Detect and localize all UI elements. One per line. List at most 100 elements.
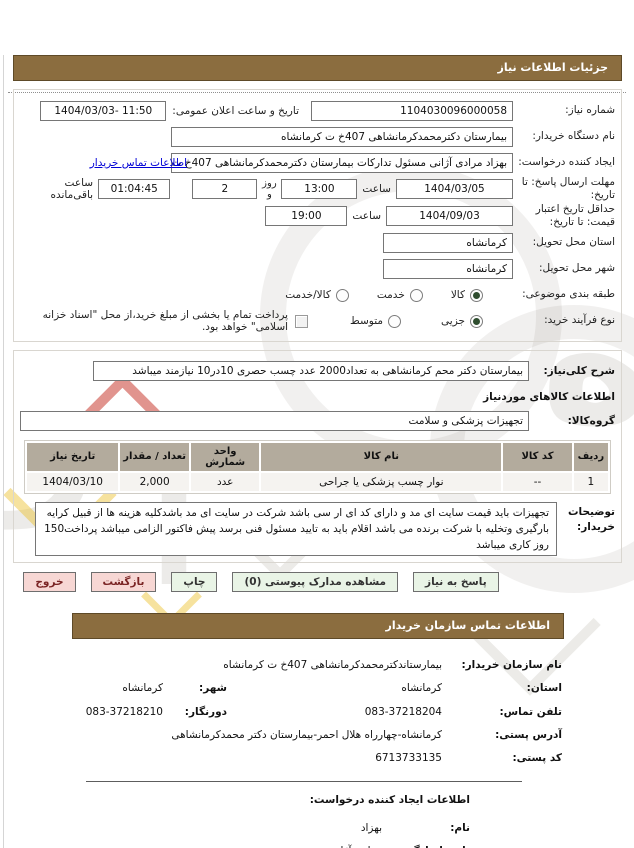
contact-province-row: استان: کرمانشاه شهر: کرمانشاه — [40, 681, 562, 695]
need-number-label: شماره نیاز: — [565, 103, 615, 116]
treasury-checkbox[interactable] — [295, 314, 309, 328]
request-creator-field[interactable]: بهزاد مرادی آژانی مسئول تدارکات بیمارستا… — [171, 152, 513, 173]
radio-goods[interactable] — [470, 288, 483, 302]
contact-org-row: نام سازمان خریدار: بیمارستاندکترمحمدکرما… — [40, 658, 562, 672]
validity-hour-label: ساعت — [352, 210, 381, 223]
need-number-field[interactable]: 1104030096000058 — [311, 100, 513, 121]
contact-province-value: کرمانشاه — [401, 682, 442, 695]
goods-group-row: گروه‌کالا: تجهیزات پزشکی و سلامت — [20, 409, 615, 434]
radio-service-label: خدمت — [376, 289, 405, 301]
col-header-item-code: کد کالا — [503, 442, 572, 471]
contact-province-label: استان: — [526, 682, 562, 695]
radio-medium-label: متوسط — [350, 315, 384, 327]
request-creator-row: ایجاد کننده درخواست: بهزاد مرادی آژانی م… — [20, 150, 615, 175]
announce-datetime-label: تاریخ و ساعت اعلان عمومی: — [172, 104, 299, 117]
goods-group-field[interactable]: تجهیزات پزشکی و سلامت — [20, 411, 529, 431]
radio-minor[interactable] — [470, 314, 483, 328]
request-creator-section: اطلاعات ایجاد کننده درخواست: نام: بهزاد … — [0, 794, 634, 848]
buyer-notes-label: توضیحات خریدار: — [567, 505, 615, 534]
remaining-days-field[interactable]: 2 — [192, 179, 258, 200]
col-header-need-date: تاریخ نیاز — [27, 442, 119, 471]
request-creator-label: ایجاد کننده درخواست: — [518, 155, 615, 168]
respond-to-need-button[interactable]: پاسخ به نیاز — [413, 572, 499, 593]
exit-button[interactable]: خروج — [23, 572, 76, 593]
items-table: ردیف کد کالا نام کالا واحد شمارش تعداد /… — [25, 441, 610, 493]
goods-panel: شرح کلی‌نیاز: بیمارستان دکتر محم کرمانشا… — [13, 349, 622, 564]
delivery-province-label: استان محل تحویل: — [532, 236, 615, 249]
validity-date-field[interactable]: 1404/09/03 — [386, 206, 513, 227]
col-header-item-name: نام کالا — [261, 442, 502, 471]
radio-goods-service-label: کالا/خدمت — [285, 289, 331, 301]
contact-postal-label: کد پستی: — [512, 751, 562, 764]
buyer-org-label: نام دستگاه خریدار: — [532, 129, 615, 142]
page-left-rule — [3, 55, 4, 848]
top-dotted-divider — [8, 92, 626, 93]
radio-goods-label: کالا — [450, 289, 465, 301]
contact-org-label: نام سازمان خریدار: — [461, 659, 562, 672]
contact-phone-row: تلفن تماس: 083-37218204 دورنگار: 083-372… — [40, 705, 562, 719]
buyer-notes-row: توضیحات خریدار: تجهیزات باید قیمت سایت ا… — [20, 501, 615, 557]
need-description-row: شرح کلی‌نیاز: بیمارستان دکتر محم کرمانشا… — [20, 359, 615, 384]
goods-group-label: گروه‌کالا: — [567, 415, 615, 427]
remaining-time-field[interactable]: 01:04:45 — [98, 179, 171, 200]
radio-medium[interactable] — [388, 314, 402, 328]
delivery-province-field[interactable]: کرمانشاه — [383, 233, 513, 253]
need-details-panel: شماره نیاز: 1104030096000058 تاریخ و ساع… — [13, 89, 622, 342]
col-header-row-number: ردیف — [573, 442, 608, 471]
buyer-org-field[interactable]: بیمارستان دکترمحمدکرمانشاهی 407خ ت کرمان… — [171, 126, 513, 147]
need-description-field[interactable]: بیمارستان دکتر محم کرمانشاهی به تعداد200… — [93, 361, 529, 381]
contact-address-row: آدرس پستی: کرمانشاه-چهارراه هلال احمر-بی… — [40, 728, 562, 742]
cell-row-number: 1 — [573, 472, 608, 491]
deadline-hour-label: ساعت — [362, 183, 391, 196]
need-description-label: شرح کلی‌نیاز: — [543, 365, 615, 377]
contact-city-value: کرمانشاه — [122, 682, 163, 695]
buyer-org-row: نام دستگاه خریدار: بیمارستان دکترمحمدکرم… — [20, 124, 615, 149]
items-table-header-row: ردیف کد کالا نام کالا واحد شمارش تعداد /… — [27, 442, 608, 471]
announce-datetime-field[interactable]: 1404/03/03- 11:50 — [40, 100, 167, 121]
contact-org-value: بیمارستاندکترمحمدکرمانشاهی 407خ ت کرمانش… — [223, 659, 442, 672]
print-button[interactable]: چاپ — [171, 572, 218, 593]
contact-postal-value: 6713733135 — [375, 751, 442, 764]
cell-unit: عدد — [190, 472, 260, 491]
contact-fax-label: دورنگار: — [184, 705, 227, 718]
delivery-province-row: استان محل تحویل: کرمانشاه — [20, 231, 615, 256]
contact-city-label: شهر: — [199, 682, 227, 695]
purchase-process-row: نوع فرآیند خرید: جزیی متوسط پرداخت تمام … — [20, 309, 615, 334]
buyer-contact-link[interactable]: اطلاعات تماس خریدار — [89, 156, 187, 169]
radio-minor-label: جزیی — [441, 315, 465, 327]
action-buttons: پاسخ به نیاز مشاهده مدارک پیوستی (0) چاپ… — [0, 572, 634, 593]
contact-address-value: کرمانشاه-چهارراه هلال احمر-بیمارستان دکت… — [171, 728, 442, 741]
radio-goods-service[interactable] — [335, 288, 349, 302]
creator-name-row: نام: بهزاد — [0, 822, 470, 834]
cell-item-code: -- — [503, 472, 572, 491]
delivery-city-field[interactable]: کرمانشاه — [383, 259, 513, 279]
deadline-time-field[interactable]: 13:00 — [281, 179, 358, 200]
price-validity-label: حداقل تاریخ اعتبار قیمت: تا تاریخ: — [535, 203, 615, 229]
days-and-label: روز و — [262, 178, 277, 201]
creator-name-label: نام: — [450, 822, 470, 835]
response-deadline-label: مهلت ارسال پاسخ: تا تاریخ: — [521, 176, 615, 202]
view-attachments-button[interactable]: مشاهده مدارک پیوستی (0) — [232, 572, 399, 593]
purchase-process-label: نوع فرآیند خرید: — [544, 314, 615, 327]
radio-service[interactable] — [409, 288, 423, 302]
creator-name-value: بهزاد — [360, 822, 382, 835]
need-details-page: ه ر ا جزئیات اطلاعات نیاز شماره نیاز: 11… — [0, 55, 634, 848]
remaining-hours-label: ساعت باقی‌مانده — [50, 177, 94, 202]
deadline-date-field[interactable]: 1404/03/05 — [395, 179, 513, 200]
treasury-checkbox-label: پرداخت تمام یا بخشی از مبلغ خرید،از محل … — [42, 309, 289, 333]
items-table-wrap: ردیف کد کالا نام کالا واحد شمارش تعداد /… — [24, 439, 611, 494]
contact-creator-divider — [86, 781, 522, 783]
section-header-need-details: جزئیات اطلاعات نیاز — [13, 55, 622, 81]
back-button[interactable]: بازگشت — [90, 572, 157, 593]
contact-phone-label: تلفن تماس: — [499, 705, 562, 718]
cell-quantity: 2,000 — [120, 472, 189, 491]
cell-need-date: 1404/03/10 — [27, 472, 119, 491]
buyer-contact-section: نام سازمان خریدار: بیمارستاندکترمحمدکرما… — [0, 639, 634, 765]
subject-category-label: طبقه بندی موضوعی: — [522, 288, 615, 301]
buyer-notes-field[interactable]: تجهیزات باید قیمت سایت ای مد و دارای کد … — [35, 501, 557, 557]
creator-family-label: نام خانوادگی: — [382, 845, 470, 848]
delivery-city-label: شهر محل تحویل: — [539, 262, 615, 275]
contact-address-label: آدرس پستی: — [495, 728, 562, 741]
validity-time-field[interactable]: 19:00 — [265, 206, 348, 227]
price-validity-row: حداقل تاریخ اعتبار قیمت: تا تاریخ: 1404/… — [20, 203, 615, 229]
